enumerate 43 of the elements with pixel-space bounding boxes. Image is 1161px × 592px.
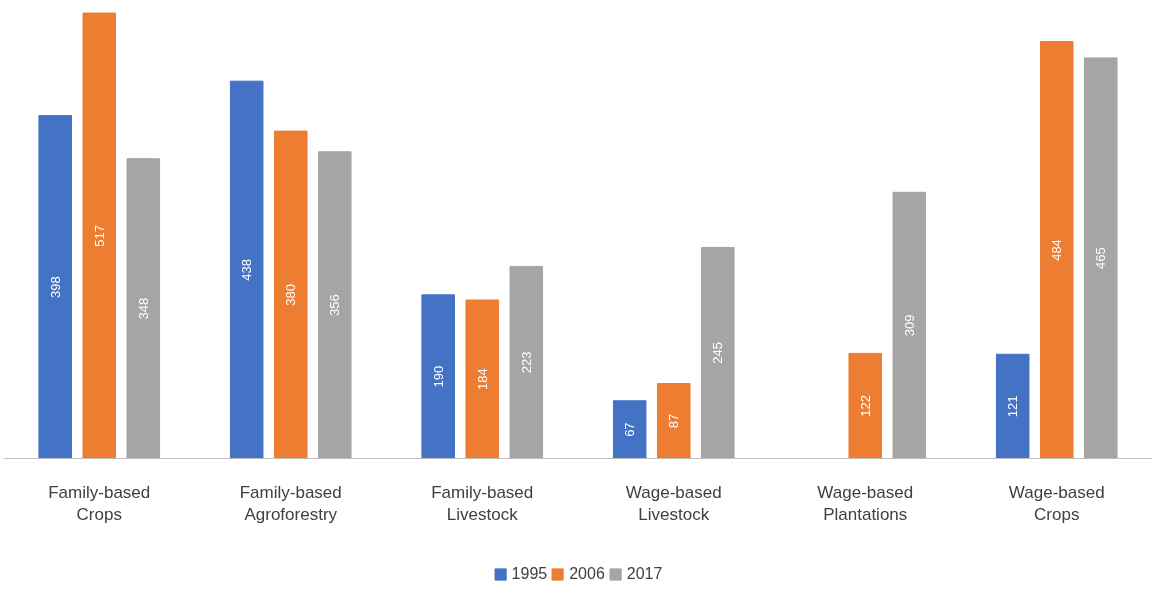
bar bbox=[229, 80, 264, 459]
x-tick-label: Family-based Livestock bbox=[431, 482, 534, 525]
bar bbox=[612, 400, 647, 459]
x-tick-label: Wage-based Plantations bbox=[817, 482, 914, 525]
legend-label: 2006 bbox=[569, 565, 605, 583]
bar bbox=[82, 12, 117, 459]
bar bbox=[701, 246, 735, 459]
bar bbox=[318, 151, 352, 459]
bar bbox=[656, 383, 691, 459]
data-label: 517 bbox=[91, 224, 107, 247]
data-label: 398 bbox=[47, 276, 63, 298]
data-label: 122 bbox=[857, 395, 873, 417]
bar bbox=[421, 294, 455, 459]
data-label: 484 bbox=[1049, 239, 1065, 261]
data-label: 87 bbox=[666, 413, 682, 429]
data-label: 245 bbox=[710, 342, 726, 364]
bar bbox=[1084, 57, 1118, 459]
bar bbox=[126, 158, 161, 459]
data-label: 348 bbox=[135, 297, 151, 320]
data-label: 121 bbox=[1005, 395, 1021, 418]
data-label: 380 bbox=[283, 283, 299, 306]
data-label: 309 bbox=[901, 314, 917, 337]
bar bbox=[848, 352, 883, 459]
bar bbox=[892, 191, 927, 459]
x-tick-label: Wage-based Crops bbox=[1008, 482, 1105, 525]
bar bbox=[1039, 41, 1074, 459]
bar bbox=[273, 130, 308, 459]
legend-label: 1995 bbox=[511, 565, 548, 583]
data-label: 223 bbox=[518, 351, 534, 374]
data-label: 438 bbox=[239, 258, 255, 281]
data-label: 465 bbox=[1093, 247, 1109, 270]
bar bbox=[465, 299, 500, 459]
legend-label: 2017 bbox=[626, 565, 663, 583]
bar bbox=[509, 265, 544, 459]
data-label: 67 bbox=[622, 422, 638, 437]
data-label: 356 bbox=[327, 294, 343, 316]
x-tick-label: Wage-based Livestock bbox=[625, 482, 722, 525]
x-tick-label: Family-based Agroforestry bbox=[239, 482, 342, 525]
x-tick-label: Family-based Crops bbox=[48, 482, 151, 525]
bar bbox=[38, 115, 72, 459]
bar bbox=[995, 353, 1030, 459]
data-label: 184 bbox=[474, 368, 490, 391]
data-label: 190 bbox=[430, 365, 446, 388]
